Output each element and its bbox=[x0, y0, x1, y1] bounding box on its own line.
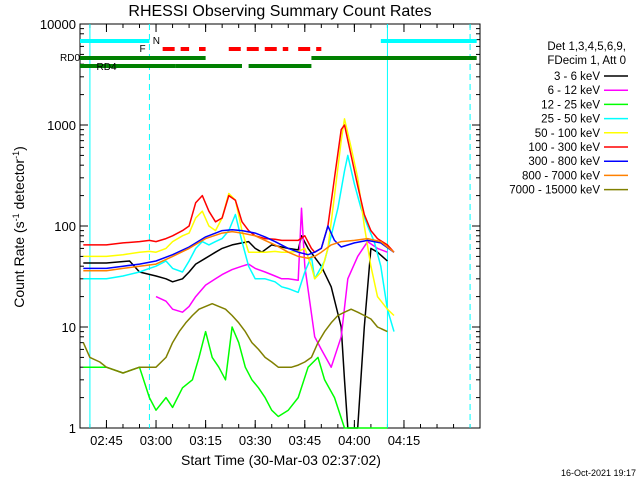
flag-label-n: N bbox=[153, 36, 160, 47]
legend-label-6: 300 - 800 keV bbox=[528, 156, 600, 168]
x-tick-label: 03:15 bbox=[189, 433, 222, 448]
legend-label-5: 100 - 300 keV bbox=[528, 142, 600, 154]
legend: 3 - 6 keV 6 - 12 keV 12 - 25 keV 25 - 50 ke… bbox=[509, 71, 628, 197]
series-line-6 bbox=[83, 225, 395, 270]
legend-label-8: 7000 - 15000 keV bbox=[509, 185, 600, 197]
x-tick-label: 03:00 bbox=[140, 433, 173, 448]
y-tick-label: 10000 bbox=[40, 17, 76, 32]
legend-label-4: 50 - 100 keV bbox=[535, 128, 601, 140]
series-line-4 bbox=[83, 118, 395, 317]
y-axis-title-exp2: -1 bbox=[11, 151, 21, 159]
series-line-3 bbox=[83, 154, 395, 332]
y-tick-label: 100 bbox=[54, 219, 76, 234]
x-tick-label: 04:15 bbox=[388, 433, 421, 448]
y-axis-title-exp1: -1 bbox=[11, 213, 21, 221]
plot-area: 1 10 100 1000 10000 02:45 03:00 03:15 03:30 03:45… bbox=[40, 17, 481, 448]
flag-label-rd4: RD4 bbox=[97, 62, 117, 73]
series-line-1 bbox=[155, 207, 388, 368]
series-line-7 bbox=[83, 230, 395, 272]
y-tick-label: 10 bbox=[62, 320, 76, 335]
y-tick-label: 1 bbox=[69, 421, 76, 436]
legend-label-3: 25 - 50 keV bbox=[541, 114, 600, 126]
x-tick-label: 03:45 bbox=[289, 433, 322, 448]
footer-timestamp: 16-Oct-2021 19:17 bbox=[561, 468, 636, 478]
series-line-8 bbox=[82, 302, 388, 374]
legend-header-line2: FDecim 1, Att 0 bbox=[547, 55, 626, 67]
y-axis-title: Count Rate (s-1 detector-1) bbox=[11, 146, 27, 308]
y-tick-label: 1000 bbox=[47, 118, 76, 133]
y-axis-title-mid: detector bbox=[11, 159, 27, 214]
chart-title: RHESSI Observing Summary Count Rates bbox=[128, 3, 431, 20]
x-tick-label: 03:30 bbox=[239, 433, 272, 448]
legend-label-7: 800 - 7000 keV bbox=[522, 170, 600, 182]
series-line-0 bbox=[83, 235, 388, 429]
series-line-2 bbox=[83, 326, 388, 429]
x-tick-label: 02:45 bbox=[90, 433, 123, 448]
legend-header-line1: Det 1,3,4,5,6,9, bbox=[547, 41, 626, 53]
series-line-5 bbox=[83, 124, 395, 253]
y-axis-title-main: Count Rate (s bbox=[11, 221, 27, 307]
y-axis-title-end: ) bbox=[11, 146, 27, 151]
x-axis-title: Start Time (30-Mar-03 02:37:02) bbox=[181, 452, 381, 468]
legend-label-1: 6 - 12 keV bbox=[548, 85, 601, 97]
legend-label-2: 12 - 25 keV bbox=[541, 99, 600, 111]
flag-label-f: F bbox=[140, 44, 146, 55]
legend-label-0: 3 - 6 keV bbox=[554, 71, 600, 83]
flag-label-rd0: RD0 bbox=[60, 53, 80, 64]
x-tick-label: 04:00 bbox=[338, 433, 371, 448]
